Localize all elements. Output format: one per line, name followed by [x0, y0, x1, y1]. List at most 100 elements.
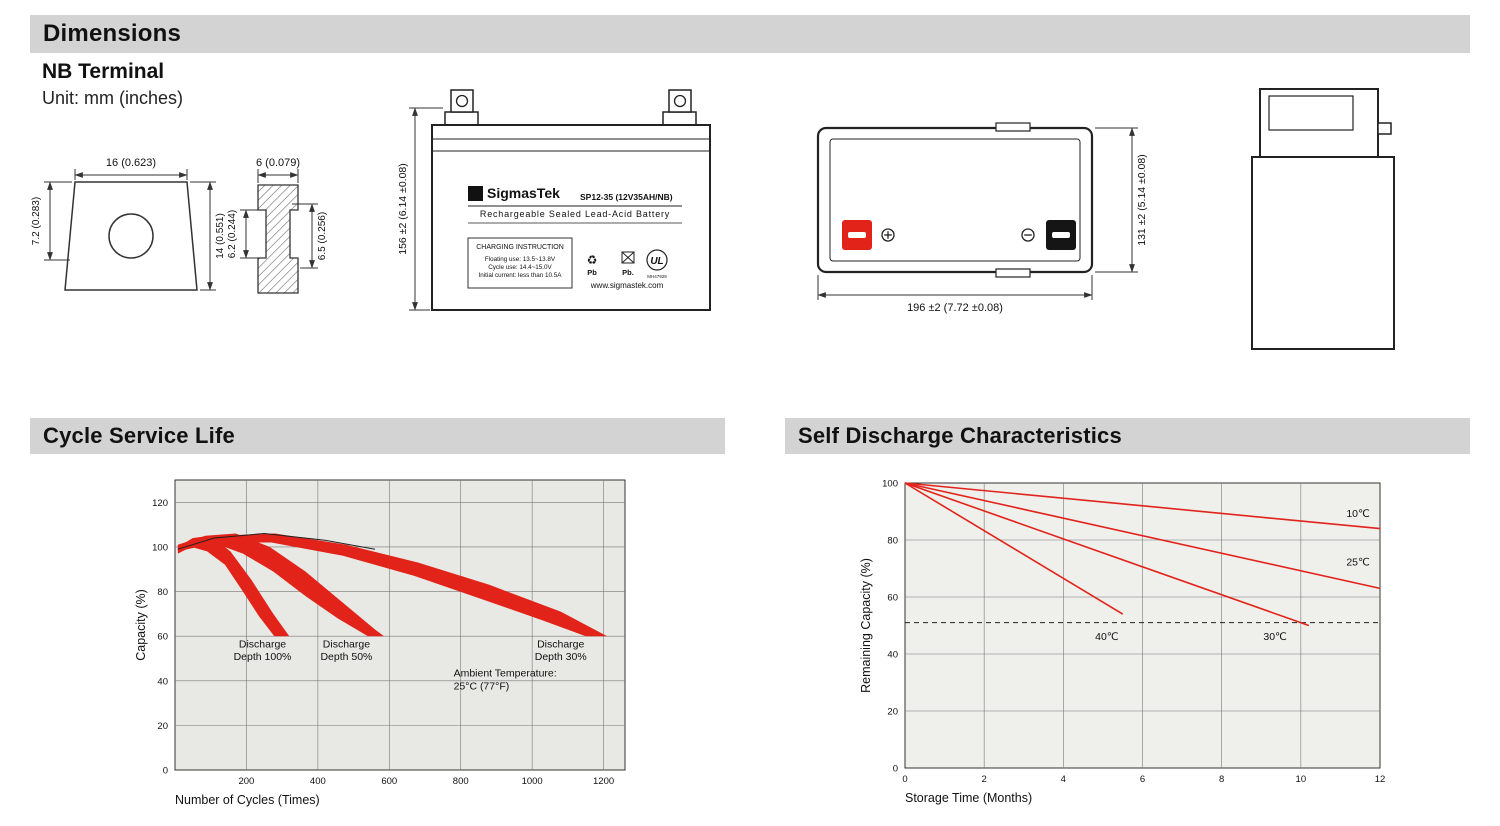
side-body	[1251, 156, 1395, 350]
battery-side-drawing	[1251, 88, 1395, 350]
top-tab	[995, 122, 1031, 132]
dim-terminal-width: 16 (0.623)	[106, 157, 156, 169]
series-line-30℃	[904, 482, 1310, 627]
x-tick-label: 4	[1061, 774, 1066, 785]
brand-logo-glyph: Σ	[472, 187, 479, 201]
dim-front-height: 156 ±2 (6.14 ±0.08)	[397, 163, 409, 255]
series-line-10℃	[904, 482, 1381, 530]
battery-front-drawing: 156 ±2 (6.14 ±0.08) Σ SigmasTek SP12-35 …	[397, 89, 711, 311]
discharge-band-2	[177, 533, 384, 637]
front-height-dimension	[409, 107, 443, 311]
y-tick-label: 0	[163, 766, 168, 777]
band-label: Discharge Depth 100%	[234, 638, 292, 663]
recycle-icon: ♻	[587, 253, 598, 267]
nb-terminal-block: NB Terminal Unit: mm (inches)	[42, 60, 183, 109]
x-tick-label: 1000	[522, 776, 543, 787]
dim-section-width: 6 (0.079)	[256, 157, 300, 169]
y-tick-label: 40	[887, 650, 898, 661]
terminal-post-right	[668, 89, 692, 113]
side-lid-inner	[1268, 95, 1354, 131]
negative-terminal-slot	[1052, 232, 1070, 238]
x-tick-label: 200	[238, 776, 254, 787]
charging-title: CHARGING INSTRUCTION	[476, 244, 564, 251]
chart-note: Ambient Temperature: 25°C (77°F)	[454, 667, 557, 692]
ul-label: UL	[650, 256, 663, 267]
pb-label-2: Pb.	[622, 268, 634, 277]
dim-section-left: 6.2 (0.244)	[227, 210, 238, 258]
self-discharge-header-bar: Self Discharge Characteristics	[785, 418, 1470, 454]
terminal-post-left-base	[444, 111, 479, 127]
charging-instruction-box	[467, 237, 573, 289]
y-tick-label: 0	[893, 764, 898, 775]
y-tick-label: 60	[157, 632, 168, 643]
y-tick-label: 100	[152, 542, 168, 553]
unit-note: Unit: mm (inches)	[42, 88, 184, 108]
brand-logo	[468, 186, 483, 201]
x-tick-label: 800	[453, 776, 469, 787]
x-tick-label: 600	[381, 776, 397, 787]
dimensions-header-bar: Dimensions	[30, 15, 1470, 53]
terminal-pad-outline	[64, 181, 198, 291]
discharge-band-1	[177, 535, 290, 637]
y-tick-label: 20	[887, 707, 898, 718]
y-tick-label: 40	[157, 676, 168, 687]
website-label: www.sigmastek.com	[590, 281, 664, 290]
terminal-section-profile	[257, 184, 299, 294]
y-tick-label: 100	[882, 479, 898, 490]
series-line-25℃	[904, 482, 1381, 590]
dim-terminal-pad-height: 7.2 (0.283)	[31, 197, 42, 245]
cycle-header-title: Cycle Service Life	[43, 423, 235, 448]
envelope-curve	[177, 532, 376, 550]
series-label: 10℃	[1346, 508, 1369, 520]
series-label: 30℃	[1263, 631, 1286, 643]
cycle-service-life-chart: 200 400 600 800 1000 1200 0 20 40 60 80 100 120 Disch…	[134, 479, 626, 807]
series-line-40℃	[904, 482, 1124, 615]
ul-mark-icon: UL MH47929	[646, 249, 668, 279]
dimensions-header-title: Dimensions	[43, 20, 182, 47]
y-tick-label: 120	[152, 498, 168, 509]
x-tick-label: 8	[1219, 774, 1224, 785]
dim-top-width: 196 ±2 (7.72 ±0.08)	[907, 302, 1003, 314]
dim-terminal-overall-height: 14 (0.551)	[215, 213, 226, 259]
terminal-hole	[108, 213, 154, 259]
charging-line-1: Floating use: 13.5~13.8V	[485, 256, 556, 263]
terminal-post-right-base	[662, 111, 697, 127]
cycle-header-bar: Cycle Service Life	[30, 418, 725, 454]
minus-symbol	[1021, 228, 1035, 242]
terminal-post-right-hole	[673, 94, 687, 108]
bottom-tab	[995, 268, 1031, 278]
positive-terminal-slot	[848, 232, 866, 238]
x-tick-label: 12	[1375, 774, 1386, 785]
pb-recycle-icon: ♻ Pb	[587, 253, 598, 277]
band-label: Discharge Depth 30%	[535, 638, 587, 663]
x-tick-label: 400	[310, 776, 326, 787]
y-tick-label: 80	[887, 536, 898, 547]
y-tick-label: 20	[157, 721, 168, 732]
brand-name: SigmasTek	[487, 185, 560, 201]
plus-symbol	[881, 228, 895, 242]
band-label: Discharge Depth 50%	[320, 638, 372, 663]
battery-type-label: Rechargeable Sealed Lead-Acid Battery	[480, 209, 670, 219]
battery-top-drawing: 196 ±2 (7.72 ±0.08) 131 ±2 (5.14 ±0.08)	[816, 122, 1148, 314]
battery-side-outline	[1251, 88, 1395, 350]
y-tick-label: 80	[157, 587, 168, 598]
charging-line-3: Initial current: less than 10.5A	[479, 272, 563, 279]
terminal-post-left-hole	[455, 94, 469, 108]
y-axis-label: Capacity (%)	[134, 589, 148, 661]
x-axis-label: Storage Time (Months)	[905, 791, 1032, 805]
charging-line-2: Cycle use: 14.4~15.0V	[488, 264, 552, 271]
y-tick-label: 60	[887, 593, 898, 604]
x-axis-label: Number of Cycles (Times)	[175, 793, 320, 807]
top-view-dimensions	[817, 127, 1138, 300]
side-terminal-tab	[1377, 122, 1392, 135]
nb-terminal-title: NB Terminal	[42, 60, 165, 83]
pb-label-1: Pb	[587, 268, 597, 277]
discharge-band-3	[177, 533, 608, 637]
self-discharge-chart: 0 2 4 6 8 10 12 0 20 40 60 80 100 10℃ 25℃ 30℃ 40℃ Storage…	[859, 479, 1386, 806]
series-label: 40℃	[1095, 631, 1118, 643]
plot-area	[174, 479, 626, 771]
x-tick-label: 2	[982, 774, 987, 785]
x-tick-label: 1200	[593, 776, 614, 787]
battery-front-label: Σ SigmasTek SP12-35 (12V35AH/NB) Recharg…	[467, 185, 682, 290]
